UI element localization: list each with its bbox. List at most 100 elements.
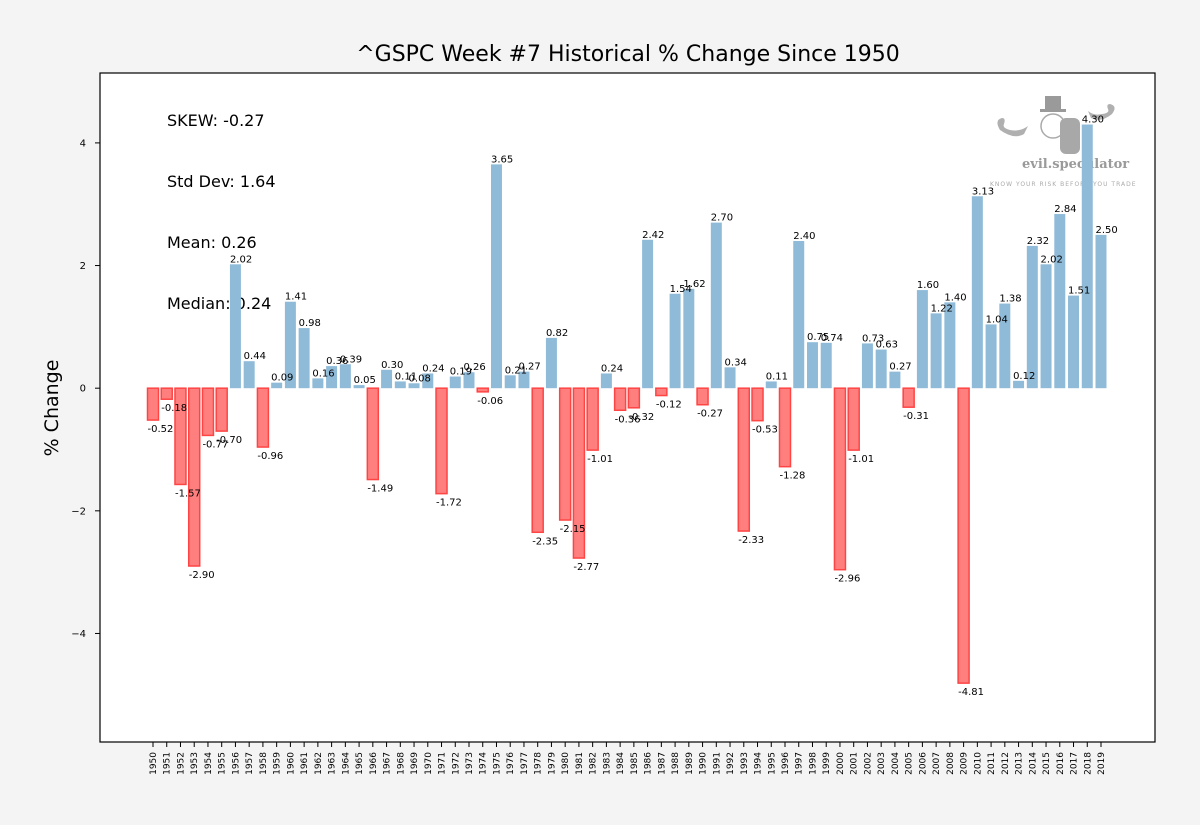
data-label-2007: 1.22 (931, 303, 953, 314)
x-tick-label-2018: 2018 (1083, 752, 1093, 775)
bar-1968 (394, 381, 406, 389)
bar-2003 (875, 349, 887, 389)
bar-2004 (889, 371, 901, 389)
data-label-2009: -4.81 (958, 687, 984, 698)
bar-1998 (806, 342, 818, 389)
bar-1954 (201, 387, 215, 437)
watermark-logo: evil.speculator KNOW YOUR RISK BEFORE YO… (990, 96, 1137, 188)
bar-1977 (518, 371, 530, 389)
bar-1971 (435, 387, 448, 495)
x-tick-label-1998: 1998 (808, 752, 818, 775)
bar-1999 (820, 342, 832, 389)
x-tick-label-2004: 2004 (891, 752, 901, 775)
x-tick-label-1976: 1976 (506, 752, 516, 775)
bar-2019 (1095, 234, 1107, 389)
bar-1984 (613, 387, 627, 412)
data-label-1970: 0.24 (422, 363, 444, 374)
x-tick-label-1997: 1997 (795, 752, 805, 775)
data-label-1983: 0.24 (601, 363, 623, 374)
stat-annotation: Median: 0.24 (167, 294, 271, 313)
data-label-1950: -0.52 (148, 424, 174, 435)
data-labels: -0.52 -0.18 -1.57 -2.90 -0.77-0.70 2.02 0.44 -0… (148, 115, 1118, 699)
data-label-1998: 0.75 (807, 332, 829, 343)
data-label-1969: 0.08 (409, 373, 431, 384)
bar-2015 (1040, 264, 1052, 389)
body-icon (1060, 118, 1080, 154)
bar-1982 (586, 387, 599, 451)
data-label-2006: 1.60 (917, 280, 939, 291)
x-tick-label-1955: 1955 (218, 752, 228, 775)
data-label-2016: 2.84 (1054, 204, 1076, 215)
bar-2000 (833, 387, 847, 571)
bar-1997 (793, 241, 805, 389)
data-label-2012: 1.38 (999, 294, 1021, 305)
data-label-1996: -1.28 (780, 471, 806, 482)
y-tick-label: 4 (80, 138, 86, 149)
bar-1955 (215, 387, 228, 432)
x-tick-label-1959: 1959 (273, 752, 283, 775)
x-tick-label-1992: 1992 (726, 752, 736, 775)
plot-area (99, 72, 1156, 743)
bar-1992 (724, 367, 736, 389)
x-axis: 1950 1951 1952 1953 1954 1955 1956 1957 1958 1959… (149, 742, 1107, 775)
x-tick-label-1989: 1989 (685, 752, 695, 775)
x-tick-label-2010: 2010 (973, 752, 983, 775)
bar-1995 (765, 381, 777, 389)
data-label-1973: 0.26 (464, 362, 486, 373)
stat-annotation: Std Dev: 1.64 (167, 172, 276, 191)
y-tick-label: 0 (80, 384, 86, 395)
top-hat-icon (1045, 96, 1061, 110)
x-tick-label-1967: 1967 (383, 752, 393, 775)
x-tick-label-1996: 1996 (781, 752, 791, 775)
stat-annotation: SKEW: -0.27 (167, 111, 265, 130)
data-label-1977: 0.27 (518, 362, 540, 373)
bar-1969 (408, 383, 420, 389)
data-label-1991: 2.70 (711, 213, 733, 224)
bar-2009 (957, 387, 970, 684)
bar-1983 (600, 373, 612, 389)
y-axis: −4 −2 0 2 4 (71, 138, 100, 640)
x-tick-label-1962: 1962 (314, 752, 324, 775)
bar-1987 (655, 387, 668, 397)
data-label-2008: 1.40 (944, 292, 966, 303)
bar-1958 (256, 387, 270, 448)
data-label-2015: 2.02 (1041, 254, 1063, 265)
data-label-1985: -0.32 (628, 412, 654, 423)
x-tick-label-1975: 1975 (492, 752, 502, 775)
x-tick-label-2012: 2012 (1001, 752, 1011, 775)
data-label-2001: -1.01 (848, 454, 874, 465)
data-label-2017: 1.51 (1068, 286, 1090, 297)
y-axis-label: % Change (41, 360, 63, 457)
x-tick-label-1958: 1958 (259, 752, 269, 775)
x-tick-label-2005: 2005 (905, 752, 915, 775)
x-tick-label-1950: 1950 (149, 752, 159, 775)
data-label-2003: 0.63 (876, 340, 898, 351)
x-tick-label-1971: 1971 (438, 752, 448, 775)
x-tick-label-1953: 1953 (190, 752, 200, 775)
x-tick-label-1963: 1963 (328, 752, 338, 775)
x-tick-label-1968: 1968 (396, 752, 406, 775)
watermark-tagline: KNOW YOUR RISK BEFORE YOU TRADE (990, 181, 1137, 188)
x-tick-label-1980: 1980 (561, 752, 571, 775)
bar-2002 (861, 343, 873, 389)
swan-right-icon (1088, 104, 1115, 120)
data-label-1974: -0.06 (477, 396, 503, 407)
x-tick-label-1994: 1994 (754, 752, 764, 775)
bar-1953 (187, 387, 201, 567)
bar-2018 (1081, 124, 1093, 389)
bar-1965 (353, 385, 365, 389)
bars (146, 124, 1107, 684)
data-label-1951: -0.18 (161, 403, 187, 414)
y-tick-label: −2 (71, 506, 86, 517)
x-tick-label-2006: 2006 (918, 752, 928, 775)
x-tick-label-1991: 1991 (712, 752, 722, 775)
bar-1985 (627, 387, 641, 409)
x-tick-label-2015: 2015 (1042, 752, 1052, 775)
data-label-1956: 2.02 (230, 254, 252, 265)
swan-left-icon (997, 118, 1028, 137)
data-label-1993: -2.33 (738, 535, 764, 546)
data-label-2013: 0.12 (1013, 371, 1035, 382)
bar-1951 (160, 387, 173, 400)
x-tick-label-1961: 1961 (300, 752, 310, 775)
bar-1962 (312, 378, 324, 389)
